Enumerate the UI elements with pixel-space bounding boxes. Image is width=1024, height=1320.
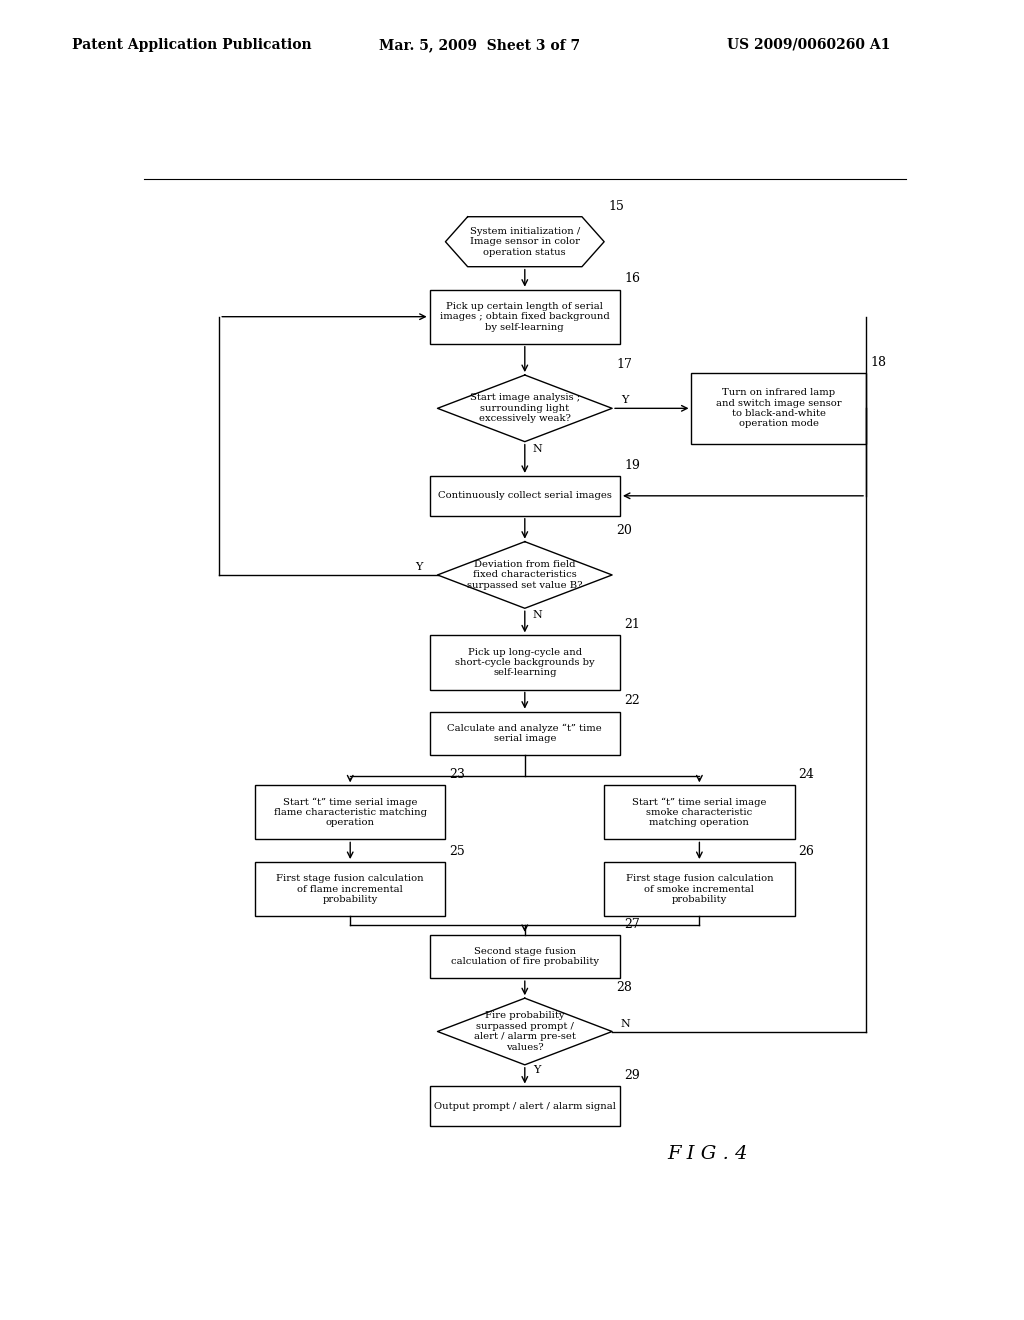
Bar	[430, 935, 621, 978]
Text: Fire probability
surpassed prompt /
alert / alarm pre-set
values?: Fire probability surpassed prompt / aler…	[474, 1011, 575, 1052]
Text: Deviation from field
fixed characteristics
surpassed set value B?: Deviation from field fixed characteristi…	[467, 560, 583, 590]
Bar	[430, 475, 621, 516]
Text: Turn on infrared lamp
and switch image sensor
to black-and-white
operation mode: Turn on infrared lamp and switch image s…	[716, 388, 842, 429]
Bar	[430, 1086, 621, 1126]
Text: 29: 29	[624, 1069, 640, 1082]
Text: Y: Y	[416, 562, 423, 572]
Text: Calculate and analyze “t” time
serial image: Calculate and analyze “t” time serial im…	[447, 723, 602, 743]
Text: Second stage fusion
calculation of fire probability: Second stage fusion calculation of fire …	[451, 946, 599, 966]
Bar	[691, 374, 866, 444]
Text: Start “t” time serial image
flame characteristic matching
operation: Start “t” time serial image flame charac…	[273, 797, 427, 828]
Bar	[255, 785, 445, 840]
Text: N: N	[620, 1019, 630, 1028]
Text: 24: 24	[799, 768, 814, 781]
Text: N: N	[532, 444, 543, 454]
Bar	[255, 862, 445, 916]
Text: 21: 21	[624, 618, 640, 631]
Text: 25: 25	[450, 845, 465, 858]
Text: 27: 27	[624, 917, 640, 931]
Text: 17: 17	[616, 358, 632, 371]
Text: Patent Application Publication: Patent Application Publication	[72, 38, 311, 51]
Text: 18: 18	[870, 356, 886, 368]
Text: Start “t” time serial image
smoke characteristic
matching operation: Start “t” time serial image smoke charac…	[632, 797, 767, 828]
Bar	[430, 711, 621, 755]
Bar	[604, 785, 795, 840]
Text: Start image analysis ;
surrounding light
excessively weak?: Start image analysis ; surrounding light…	[470, 393, 580, 424]
Text: 16: 16	[624, 272, 640, 285]
Text: 28: 28	[616, 981, 632, 994]
Text: Output prompt / alert / alarm signal: Output prompt / alert / alarm signal	[434, 1102, 615, 1111]
Text: Y: Y	[622, 395, 629, 405]
Bar	[430, 635, 621, 689]
Text: First stage fusion calculation
of flame incremental
probability: First stage fusion calculation of flame …	[276, 874, 424, 904]
Text: First stage fusion calculation
of smoke incremental
probability: First stage fusion calculation of smoke …	[626, 874, 773, 904]
Text: 20: 20	[616, 524, 632, 537]
Text: 15: 15	[608, 199, 624, 213]
Text: Y: Y	[532, 1065, 540, 1076]
Text: 26: 26	[799, 845, 814, 858]
Text: 22: 22	[624, 694, 640, 708]
Text: Mar. 5, 2009  Sheet 3 of 7: Mar. 5, 2009 Sheet 3 of 7	[379, 38, 580, 51]
Text: US 2009/0060260 A1: US 2009/0060260 A1	[727, 38, 891, 51]
Text: Pick up certain length of serial
images ; obtain fixed background
by self-learni: Pick up certain length of serial images …	[440, 302, 609, 331]
Text: F I G . 4: F I G . 4	[667, 1144, 748, 1163]
Text: 23: 23	[450, 768, 465, 781]
Bar	[604, 862, 795, 916]
Text: Pick up long-cycle and
short-cycle backgrounds by
self-learning: Pick up long-cycle and short-cycle backg…	[455, 648, 595, 677]
Text: System initialization /
Image sensor in color
operation status: System initialization / Image sensor in …	[470, 227, 580, 256]
Text: Continuously collect serial images: Continuously collect serial images	[438, 491, 611, 500]
Text: N: N	[532, 610, 543, 620]
Bar	[430, 289, 621, 343]
Text: 19: 19	[624, 458, 640, 471]
